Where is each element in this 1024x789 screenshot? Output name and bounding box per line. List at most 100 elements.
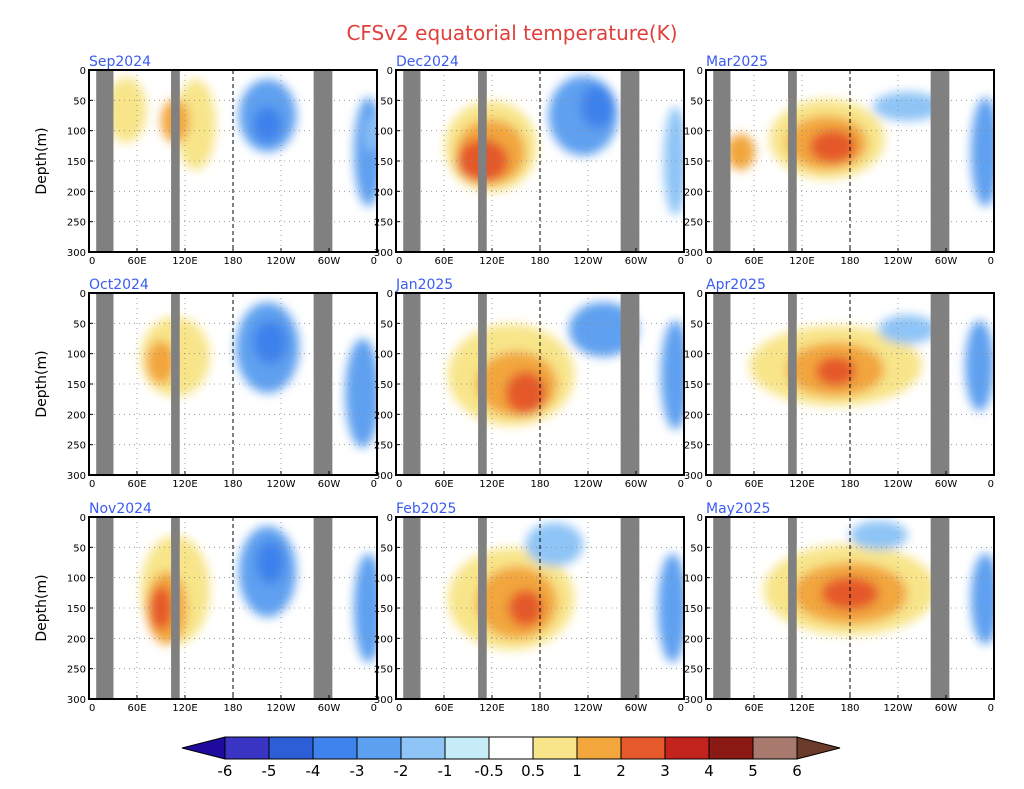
x-tick-label: 180 <box>223 479 242 490</box>
grid <box>396 70 684 252</box>
x-tick-label: 60W <box>935 256 958 267</box>
y-tick-label: 100 <box>67 127 86 138</box>
x-tick-label: 120W <box>267 703 296 714</box>
colorbar-swatch <box>444 736 490 760</box>
y-tick-label: 300 <box>374 248 393 259</box>
x-tick-label: 60W <box>318 703 341 714</box>
y-tick-label: 300 <box>67 248 86 259</box>
y-tick-label: 0 <box>697 289 703 300</box>
x-tick-label: 0 <box>396 703 402 714</box>
x-tick-label: 0 <box>706 703 712 714</box>
anomaly-contour <box>253 320 288 364</box>
anomaly-contour <box>106 77 147 143</box>
colorbar-swatch <box>708 736 754 760</box>
y-tick-label: 200 <box>67 187 86 198</box>
y-tick-label: 100 <box>67 574 86 585</box>
land-mask <box>788 517 797 699</box>
y-tick-label: 300 <box>684 695 703 706</box>
grid <box>89 293 377 475</box>
y-tick-label: 300 <box>67 471 86 482</box>
x-tick-label: 120W <box>884 703 913 714</box>
colorbar-level-label: -6 <box>218 762 233 780</box>
colorbar-level-label: 6 <box>792 762 802 780</box>
y-tick-label: 0 <box>387 513 393 524</box>
x-tick-label: 120W <box>884 479 913 490</box>
x-tick-label: 0 <box>89 479 95 490</box>
x-tick-label: 120E <box>479 256 504 267</box>
y-tick-label: 50 <box>73 96 86 107</box>
x-tick-label: 180 <box>530 256 549 267</box>
chart-title: CFSv2 equatorial temperature(K) <box>346 21 677 45</box>
y-tick-label: 250 <box>67 665 86 676</box>
land-mask <box>478 517 487 699</box>
land-mask <box>171 517 180 699</box>
y-tick-label: 150 <box>374 380 393 391</box>
anomaly-contour <box>660 320 684 430</box>
anomaly-contour <box>815 356 856 386</box>
y-tick-label: 300 <box>374 695 393 706</box>
x-tick-label: 120E <box>479 479 504 490</box>
y-tick-label: 50 <box>690 319 703 330</box>
colorbar-level-label: 4 <box>704 762 714 780</box>
x-tick-label: 120W <box>884 256 913 267</box>
anomaly-contour <box>505 371 546 415</box>
land-mask <box>171 293 180 321</box>
y-tick-label: 100 <box>374 127 393 138</box>
anomaly-contour <box>663 106 684 216</box>
grid <box>89 70 377 252</box>
x-tick-label: 120E <box>789 256 814 267</box>
y-tick-label: 300 <box>684 248 703 259</box>
y-axis-label: Depth(m) <box>34 574 50 641</box>
colorbar-swatch <box>620 736 666 760</box>
colorbar-swatch <box>664 736 710 760</box>
land-mask <box>313 70 333 252</box>
colorbar-swatch <box>576 736 622 760</box>
colorbar-level-label: -0.5 <box>474 762 503 780</box>
land-mask <box>171 517 180 545</box>
grid <box>396 517 684 699</box>
x-tick-label: 60E <box>127 256 146 267</box>
colorbar-swatch <box>532 736 578 760</box>
panel-label: Feb2025 <box>396 501 456 517</box>
x-tick-label: 120E <box>479 703 504 714</box>
land-mask <box>930 293 950 475</box>
panel-label: Jan2025 <box>395 277 453 293</box>
x-tick-label: 0 <box>678 256 684 267</box>
anomaly-contour <box>525 522 584 567</box>
y-tick-label: 150 <box>684 604 703 615</box>
colorbar-swatch <box>224 736 270 760</box>
x-tick-label: 120E <box>172 256 197 267</box>
land-mask <box>478 517 487 545</box>
x-tick-label: 0 <box>706 479 712 490</box>
y-tick-label: 50 <box>690 543 703 554</box>
anomaly-contour <box>970 553 994 645</box>
land-mask <box>620 517 640 699</box>
y-tick-label: 150 <box>67 604 86 615</box>
x-tick-label: 60W <box>935 703 958 714</box>
grid <box>89 517 377 699</box>
colorbar-level-label: 1 <box>572 762 582 780</box>
colorbar-level-label: 5 <box>748 762 758 780</box>
land-mask <box>788 70 797 98</box>
x-tick-label: 120E <box>172 479 197 490</box>
anomaly-contour <box>970 97 994 207</box>
colorbar-extend-low <box>181 736 226 760</box>
anomaly-contour <box>365 115 377 152</box>
y-tick-label: 0 <box>387 289 393 300</box>
anomaly-contour <box>146 340 176 384</box>
x-tick-label: 180 <box>840 703 859 714</box>
y-tick-label: 50 <box>380 319 393 330</box>
x-tick-label: 60E <box>434 479 453 490</box>
x-tick-label: 0 <box>678 479 684 490</box>
land-mask <box>930 70 950 252</box>
land-mask <box>478 70 487 252</box>
y-axis-label: Depth(m) <box>34 127 50 194</box>
y-tick-label: 200 <box>684 410 703 421</box>
y-tick-label: 250 <box>684 218 703 229</box>
x-tick-label: 60E <box>744 256 763 267</box>
